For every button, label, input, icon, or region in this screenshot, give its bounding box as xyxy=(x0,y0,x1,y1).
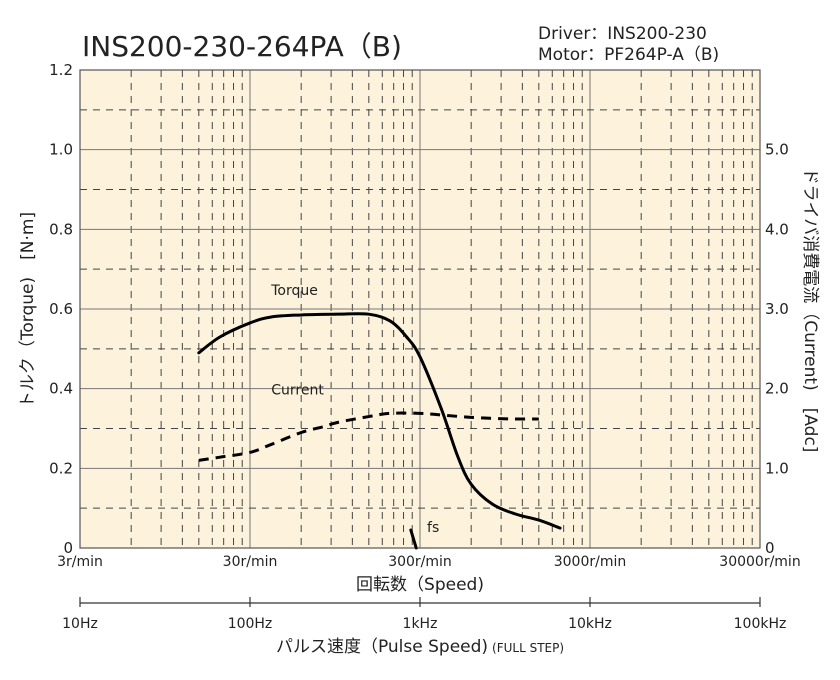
pulse-tick-label: 10Hz xyxy=(62,616,98,632)
pulse-tick-label: 100kHz xyxy=(734,616,787,632)
pulse-tick-label: 10kHz xyxy=(568,616,612,632)
y2-tick-label: 5.0 xyxy=(765,141,789,159)
driver-info: Driver：INS200-230 xyxy=(538,24,707,44)
label-layer: 0 0.2 0.4 0.6 0.8 1.0 1.2 0 1.0 2.0 3.0 4.0 5.0 3r/mi… xyxy=(49,61,801,632)
y-axis-title: トルク（Torque) [N·m] xyxy=(18,212,38,408)
pulse-axis-title-suffix: (FULL STEP) xyxy=(492,641,564,655)
y2-axis-title: ドライバ消費電流（Current) [Adc] xyxy=(800,168,820,453)
y2-tick-label: 0 xyxy=(765,539,775,557)
pulse-tick-label: 100Hz xyxy=(228,616,273,632)
plot-frame xyxy=(79,69,761,549)
x-tick-label: 30000r/min xyxy=(719,554,800,570)
series-layer xyxy=(197,312,562,550)
y2-tick-label: 2.0 xyxy=(765,380,789,398)
x-tick-label: 3000r/min xyxy=(554,554,627,570)
chart-title: INS200-230-264PA（B) xyxy=(82,30,402,63)
pulse-axis-title: パルス速度（Pulse Speed) (FULL STEP) xyxy=(276,637,564,657)
pulse-axis-title-main: パルス速度（Pulse Speed) xyxy=(276,637,488,657)
y-tick-label: 0.4 xyxy=(49,380,73,398)
pulse-tick-label: 1kHz xyxy=(403,616,438,632)
motor-info: Motor：PF264P-A（B) xyxy=(538,45,719,65)
series-current-curve xyxy=(198,411,539,462)
grid xyxy=(79,70,760,548)
x-tick-label: 300r/min xyxy=(388,554,452,570)
y-tick-label: 1.0 xyxy=(49,141,73,159)
y2-tick-label: 1.0 xyxy=(765,459,789,477)
y-tick-label: 0 xyxy=(63,539,73,557)
x-axis-title: 回転数（Speed) xyxy=(356,575,484,595)
y-tick-label: 0.8 xyxy=(49,220,73,238)
series-label-fs: fs xyxy=(427,520,439,536)
y-tick-label: 1.2 xyxy=(49,61,73,79)
x-tick-label: 30r/min xyxy=(223,554,278,570)
y2-tick-label: 3.0 xyxy=(765,300,789,318)
series-torque-curve xyxy=(197,312,562,530)
series-fs-curve xyxy=(409,528,418,550)
y-tick-label: 0.2 xyxy=(49,459,73,477)
y-tick-label: 0.6 xyxy=(49,300,73,318)
series-label-torque: Torque xyxy=(270,283,318,299)
x-tick-label: 3r/min xyxy=(57,554,103,570)
series-label-current: Current xyxy=(271,383,324,399)
y2-tick-label: 4.0 xyxy=(765,220,789,238)
